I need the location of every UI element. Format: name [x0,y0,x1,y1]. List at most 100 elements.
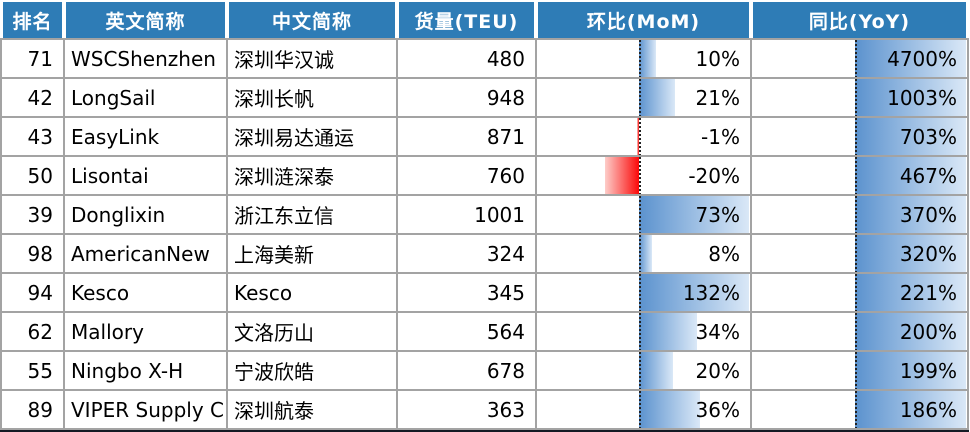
mom-value-label: 73% [695,202,740,227]
yoy-cell[interactable]: 370% [752,196,967,233]
zero-axis-dashed-line [638,391,641,428]
name-en-cell[interactable]: EasyLink [65,118,226,155]
name-zh-cell[interactable]: Kesco [228,274,396,311]
teu-cell[interactable]: 324 [398,235,535,272]
mom-data-bar [638,391,700,428]
header-teu[interactable]: 货量(TEU) [399,2,534,38]
mom-cell[interactable]: 73% [537,196,750,233]
yoy-cell[interactable]: 199% [752,352,967,389]
rank-cell[interactable]: 94 [2,274,63,311]
header-mom[interactable]: 环比(MoM) [538,2,749,38]
yoy-cell[interactable]: 467% [752,157,967,194]
rank-cell[interactable]: 55 [2,352,63,389]
name-en-cell[interactable]: Lisontai [65,157,226,194]
name-zh-cell[interactable]: 上海美新 [228,235,396,272]
mom-cell[interactable]: 8% [537,235,750,272]
yoy-data-bar [854,391,966,428]
name-zh-cell[interactable]: 深圳涟深泰 [228,157,396,194]
zero-axis-dashed-line [638,118,641,155]
name-en-cell[interactable]: WSCShenzhen [65,40,226,77]
mom-data-bar [638,313,697,350]
name-en-cell[interactable]: LongSail [65,79,226,116]
mom-cell[interactable]: 21% [537,79,750,116]
mom-data-bar [637,118,639,155]
name-zh-cell[interactable]: 浙江东立信 [228,196,396,233]
yoy-value-label: 4700% [887,46,957,71]
yoy-cell[interactable]: 200% [752,313,967,350]
yoy-data-bar [854,157,966,194]
yoy-cell[interactable]: 4700% [752,40,967,77]
mom-value-label: 132% [682,280,740,305]
rank-cell[interactable]: 50 [2,157,63,194]
name-zh-cell[interactable]: 深圳易达通运 [228,118,396,155]
mom-cell[interactable]: 132% [537,274,750,311]
header-name-zh[interactable]: 中文简称 [229,2,395,38]
yoy-data-bar [854,40,966,77]
teu-cell[interactable]: 948 [398,79,535,116]
yoy-cell[interactable]: 1003% [752,79,967,116]
name-en-cell[interactable]: Ningbo X-H [65,352,226,389]
name-en-cell[interactable]: Donglixin [65,196,226,233]
yoy-data-bar [854,352,966,389]
mom-data-bar [638,40,656,77]
mom-value-label: 36% [695,397,740,422]
rank-cell[interactable]: 98 [2,235,63,272]
rank-cell[interactable]: 62 [2,313,63,350]
teu-cell[interactable]: 480 [398,40,535,77]
mom-data-bar [638,274,749,311]
rank-cell[interactable]: 89 [2,391,63,428]
rank-cell[interactable]: 43 [2,118,63,155]
teu-cell[interactable]: 363 [398,391,535,428]
yoy-value-label: 221% [899,280,957,305]
mom-cell[interactable]: 10% [537,40,750,77]
yoy-cell[interactable]: 186% [752,391,967,428]
name-en-cell[interactable]: Kesco [65,274,226,311]
yoy-value-label: 370% [899,202,957,227]
yoy-data-bar [854,313,966,350]
name-zh-cell[interactable]: 深圳长帆 [228,79,396,116]
rank-cell[interactable]: 71 [2,40,63,77]
mom-data-bar [604,157,639,194]
zero-axis-dashed-line [854,118,857,155]
name-en-cell[interactable]: AmericanNew [65,235,226,272]
mom-cell[interactable]: -20% [537,157,750,194]
mom-cell[interactable]: 20% [537,352,750,389]
header-rank[interactable]: 排名 [3,2,62,38]
yoy-data-bar [854,235,966,272]
yoy-data-bar [854,274,966,311]
yoy-cell[interactable]: 221% [752,274,967,311]
rank-cell[interactable]: 42 [2,79,63,116]
zero-axis-dashed-line [854,235,857,272]
yoy-cell[interactable]: 703% [752,118,967,155]
yoy-value-label: 199% [899,358,957,383]
zero-axis-dashed-line [638,274,641,311]
name-zh-cell[interactable]: 深圳航泰 [228,391,396,428]
teu-cell[interactable]: 345 [398,274,535,311]
yoy-data-bar [854,118,966,155]
header-yoy[interactable]: 同比(YoY) [753,2,966,38]
name-zh-cell[interactable]: 文洛历山 [228,313,396,350]
header-name-en[interactable]: 英文简称 [66,2,225,38]
teu-cell[interactable]: 564 [398,313,535,350]
yoy-data-bar [854,196,966,233]
mom-cell[interactable]: -1% [537,118,750,155]
teu-cell[interactable]: 871 [398,118,535,155]
teu-cell[interactable]: 1001 [398,196,535,233]
zero-axis-dashed-line [638,40,641,77]
mom-value-label: 10% [695,46,740,71]
mom-data-bar [638,196,749,233]
rank-cell[interactable]: 39 [2,196,63,233]
zero-axis-dashed-line [854,274,857,311]
yoy-cell[interactable]: 320% [752,235,967,272]
name-zh-cell[interactable]: 深圳华汉诚 [228,40,396,77]
mom-cell[interactable]: 36% [537,391,750,428]
name-en-cell[interactable]: VIPER Supply C [65,391,226,428]
teu-cell[interactable]: 760 [398,157,535,194]
zero-axis-dashed-line [638,235,641,272]
mom-cell[interactable]: 34% [537,313,750,350]
name-en-cell[interactable]: Mallory [65,313,226,350]
teu-cell[interactable]: 678 [398,352,535,389]
name-zh-cell[interactable]: 宁波欣皓 [228,352,396,389]
